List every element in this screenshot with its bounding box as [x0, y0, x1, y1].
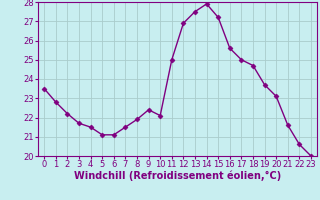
- X-axis label: Windchill (Refroidissement éolien,°C): Windchill (Refroidissement éolien,°C): [74, 171, 281, 181]
